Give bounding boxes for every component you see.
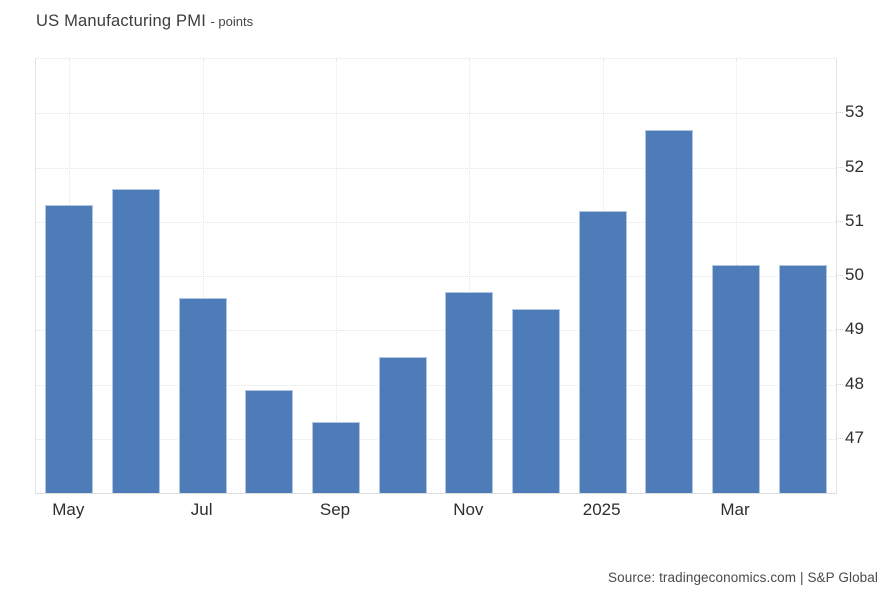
bar[interactable] (312, 422, 360, 493)
v-gridline (336, 59, 337, 493)
h-gridline (36, 330, 836, 332)
bar[interactable] (245, 389, 294, 493)
h-gridline (36, 221, 836, 223)
bar[interactable] (578, 210, 627, 493)
y-axis-label: 49 (845, 319, 864, 339)
bar[interactable] (178, 297, 227, 493)
y-axis-label: 47 (845, 427, 864, 447)
x-axis-label: Sep (319, 500, 351, 519)
chart-title-unit: - points (210, 14, 254, 29)
bar[interactable] (512, 308, 560, 493)
y-axis-tick (836, 112, 843, 114)
bar[interactable] (645, 129, 694, 493)
y-axis-tick (836, 166, 843, 168)
x-axis-label: Nov (453, 500, 484, 519)
y-axis-tick (836, 329, 843, 331)
h-gridline (36, 167, 836, 169)
h-gridline (36, 384, 836, 386)
h-gridline (36, 438, 836, 440)
y-axis-label: 53 (845, 102, 864, 122)
x-axis-label: Mar (720, 500, 750, 519)
chart-title-text: US Manufacturing PMI (36, 12, 206, 30)
v-gridline (469, 59, 471, 493)
x-axis-label: 2025 (582, 500, 621, 519)
source-attribution: Source: tradingeconomics.com | S&P Globa… (608, 570, 878, 585)
bar[interactable] (112, 189, 160, 493)
bar[interactable] (778, 265, 827, 493)
bar[interactable] (378, 357, 427, 493)
y-axis-label: 52 (845, 156, 864, 176)
y-axis-tick (836, 383, 843, 385)
h-gridline (36, 113, 836, 115)
y-axis-tick (836, 275, 843, 276)
chart-title: US Manufacturing PMI - points (36, 12, 253, 31)
plot-area (35, 58, 837, 494)
y-axis-tick (836, 437, 843, 439)
bar[interactable] (712, 265, 760, 493)
y-axis-label: 50 (845, 265, 864, 284)
bar[interactable] (45, 205, 94, 493)
y-axis-label: 48 (845, 373, 864, 393)
v-gridline (202, 59, 204, 493)
y-axis-label: 51 (845, 210, 864, 230)
h-gridline (36, 276, 836, 277)
bar[interactable] (445, 292, 494, 493)
y-axis-tick (836, 220, 843, 222)
x-axis-label: May (52, 500, 85, 519)
x-axis-label: Jul (190, 500, 213, 519)
